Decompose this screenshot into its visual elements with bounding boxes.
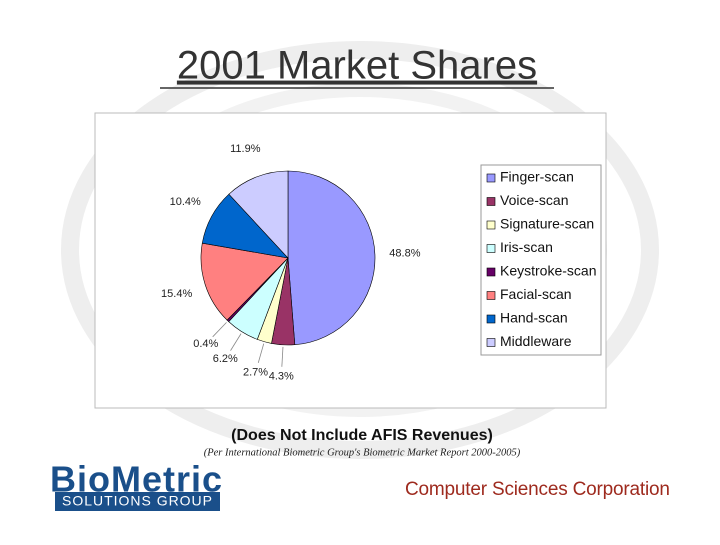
legend-label: Hand-scan xyxy=(500,310,568,326)
company-name: Computer Sciences Corporation xyxy=(405,479,670,500)
legend-label: Facial-scan xyxy=(500,286,572,302)
legend-label: Keystroke-scan xyxy=(500,263,596,279)
chart-subtitle: (Does Not Include AFIS Revenues) xyxy=(231,427,493,444)
logo-bar xyxy=(55,492,220,511)
leader-line xyxy=(281,346,284,367)
legend-swatch xyxy=(486,267,496,277)
legend-swatch xyxy=(486,220,496,230)
data-label: 11.9% xyxy=(230,143,261,155)
legend-swatch xyxy=(486,338,496,347)
data-label: 6.2% xyxy=(213,353,238,365)
legend-swatch xyxy=(486,291,496,300)
leader-line xyxy=(230,333,242,351)
slide-title: 2001 Market Shares xyxy=(177,44,537,88)
legend-label: Voice-scan xyxy=(500,192,568,208)
legend-label: Finger-scan xyxy=(500,169,574,185)
legend xyxy=(480,164,602,356)
data-label: 15.4% xyxy=(161,288,192,300)
pie-slice xyxy=(200,242,289,321)
logo-sub: SOLUTIONS GROUP xyxy=(62,493,212,509)
legend-label: Middleware xyxy=(500,333,572,349)
legend-label: Signature-scan xyxy=(500,216,594,232)
data-label: 2.7% xyxy=(243,366,268,378)
legend-swatch xyxy=(486,173,496,183)
watermark xyxy=(61,41,659,459)
pie-slice xyxy=(228,170,289,259)
leader-line xyxy=(212,322,227,338)
legend-label: Iris-scan xyxy=(500,239,553,255)
source-note: (Per International Biometric Group's Bio… xyxy=(204,447,521,458)
legend-swatch xyxy=(486,244,496,253)
data-label: 48.8% xyxy=(389,247,420,259)
pie: 48.8% 4.3%2.7% 6.2% 0.4% 15.4% 10.4% 11.9% xyxy=(161,143,421,383)
leader-line xyxy=(257,343,265,363)
pie-slice xyxy=(287,170,376,346)
data-label: 10.4% xyxy=(170,196,201,208)
legend-swatch xyxy=(486,314,496,324)
legend-swatch xyxy=(486,197,496,206)
data-label: 4.3% xyxy=(269,371,294,383)
data-label: 0.4% xyxy=(193,338,218,350)
